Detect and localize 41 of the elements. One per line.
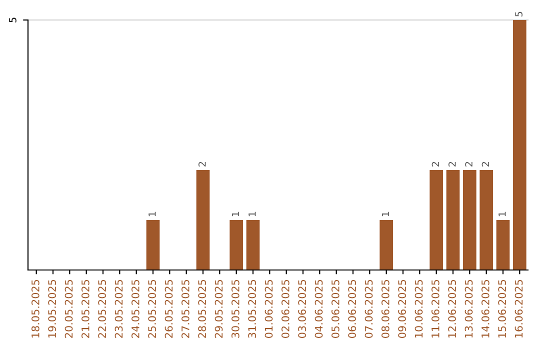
x-tick-label: 04.06.2025 — [314, 280, 323, 338]
x-tick-label: 18.05.2025 — [31, 280, 40, 338]
x-tick-label: 09.06.2025 — [398, 280, 406, 338]
x-tick-label: 15.06.2025 — [498, 280, 506, 338]
x-tick-label: 08.06.2025 — [381, 280, 390, 338]
data-label: 1 — [498, 212, 506, 216]
x-tick-label: 10.06.2025 — [414, 280, 423, 338]
x-tick-label: 25.05.2025 — [148, 280, 156, 338]
x-tick-label: 26.05.2025 — [164, 280, 173, 338]
x-tick-label: 05.06.2025 — [331, 280, 340, 338]
data-label: 2 — [198, 162, 206, 167]
x-tick-label: 16.06.2025 — [514, 280, 523, 338]
data-label: 2 — [482, 162, 490, 167]
data-label: 1 — [248, 212, 256, 216]
x-tick-label: 01.06.2025 — [264, 280, 273, 338]
x-tick-label: 28.05.2025 — [198, 280, 206, 338]
x-tick-label: 23.05.2025 — [114, 280, 123, 338]
data-label: 2 — [465, 162, 472, 167]
x-tick-label: 06.06.2025 — [348, 280, 356, 338]
data-label: 5 — [515, 12, 522, 16]
x-tick-label: 13.06.2025 — [464, 280, 473, 338]
data-label: 1 — [148, 212, 156, 216]
x-tick-label: 20.05.2025 — [64, 280, 73, 338]
data-label: 2 — [432, 162, 440, 167]
x-tick-label: 27.05.2025 — [181, 280, 190, 338]
data-label: 1 — [232, 212, 240, 216]
x-tick-label: 31.05.2025 — [248, 280, 256, 338]
x-tick-label: 14.06.2025 — [481, 280, 490, 338]
x-tick-label: 12.06.2025 — [448, 280, 456, 338]
x-tick-label: 07.06.2025 — [364, 280, 373, 338]
data-label: 1 — [382, 212, 390, 216]
x-tick-label: 21.05.2025 — [81, 280, 90, 338]
x-tick-label: 30.05.2025 — [231, 280, 240, 338]
x-tick-label: 19.05.2025 — [48, 280, 56, 338]
x-tick-label: 24.05.2025 — [131, 280, 140, 338]
data-label: 2 — [448, 162, 456, 167]
x-tick-label: 02.06.2025 — [281, 280, 290, 338]
x-tick-label: 03.06.2025 — [298, 280, 306, 338]
x-tick-label: 29.05.2025 — [214, 280, 223, 338]
x-tick-label: 11.06.2025 — [431, 280, 440, 338]
x-tick-label: 22.05.2025 — [98, 280, 106, 338]
